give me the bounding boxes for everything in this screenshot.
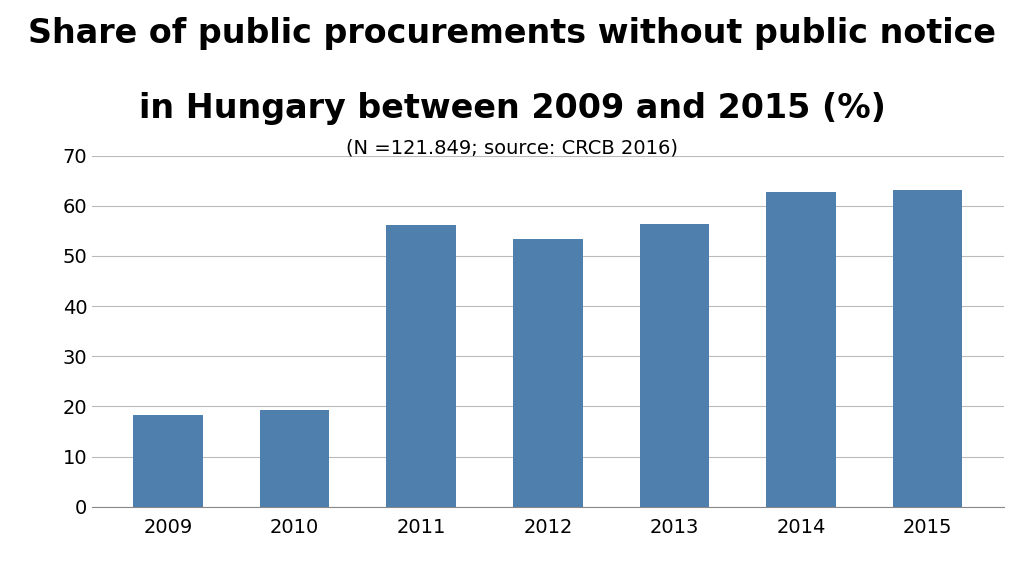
Bar bbox=[893, 190, 963, 507]
Bar bbox=[386, 225, 456, 507]
Bar bbox=[260, 410, 330, 507]
Bar bbox=[766, 192, 836, 507]
Bar bbox=[513, 240, 583, 507]
Bar bbox=[640, 224, 710, 507]
Text: Share of public procurements without public notice: Share of public procurements without pub… bbox=[28, 17, 996, 50]
Text: in Hungary between 2009 and 2015 (%): in Hungary between 2009 and 2015 (%) bbox=[138, 92, 886, 125]
Text: (N =121.849; source: CRCB 2016): (N =121.849; source: CRCB 2016) bbox=[346, 138, 678, 157]
Bar bbox=[133, 415, 203, 507]
